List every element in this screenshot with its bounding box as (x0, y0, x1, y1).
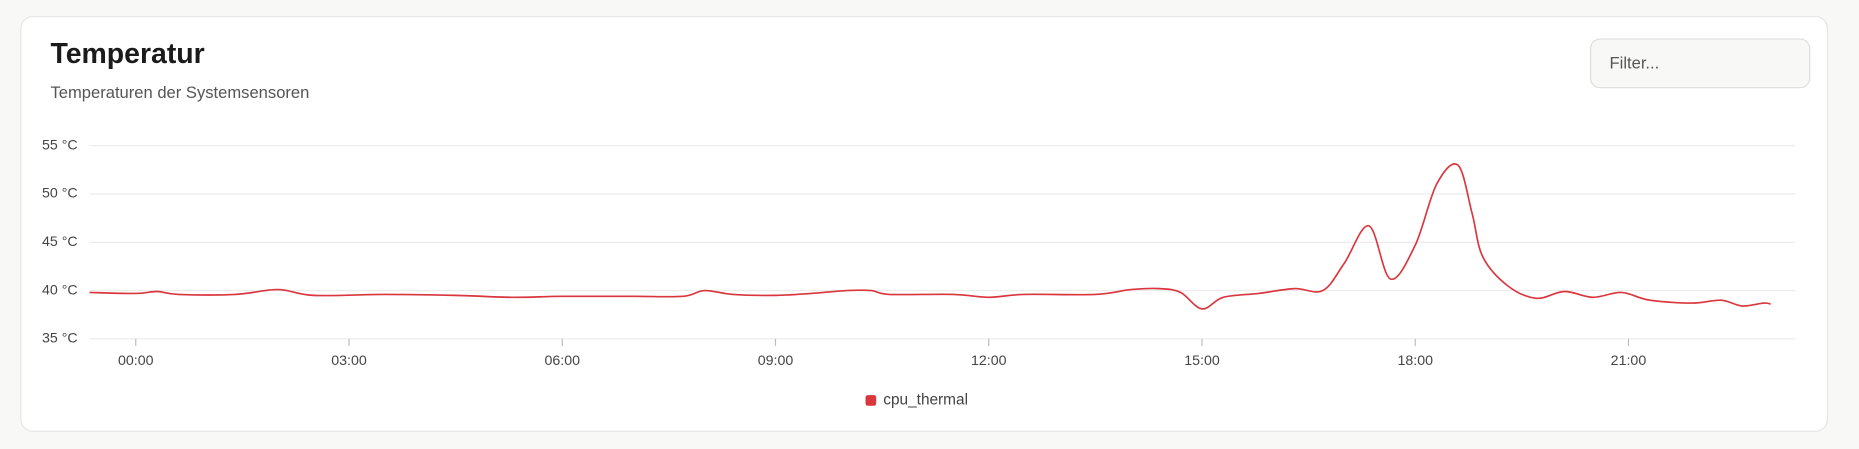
x-tick-label: 06:00 (544, 353, 580, 369)
y-tick-label: 50 °C (42, 186, 78, 202)
card (20, 15, 1829, 432)
legend-label: cpu_thermal (883, 391, 968, 408)
y-tick-label: 40 °C (42, 282, 78, 298)
legend-swatch (865, 395, 877, 406)
series-line (89, 163, 1771, 310)
x-tick-label: 18:00 (1397, 353, 1433, 369)
filter-placeholder: Filter... (1610, 53, 1660, 72)
y-tick-label: 35 °C (42, 331, 78, 347)
x-tick-label: 21:00 (1611, 353, 1647, 369)
y-tick-label: 55 °C (42, 137, 78, 153)
card-title: Temperatur (50, 38, 204, 70)
x-tick-label: 09:00 (758, 353, 794, 369)
filter-input[interactable] (1589, 38, 1811, 89)
x-tick-label: 03:00 (331, 353, 367, 369)
x-tick-label: 15:00 (1184, 353, 1220, 369)
card-subtitle: Temperaturen der Systemsensoren (50, 83, 309, 102)
y-tick-label: 45 °C (42, 234, 78, 250)
x-tick-label: 12:00 (971, 353, 1007, 369)
x-tick-label: 00:00 (118, 353, 154, 369)
